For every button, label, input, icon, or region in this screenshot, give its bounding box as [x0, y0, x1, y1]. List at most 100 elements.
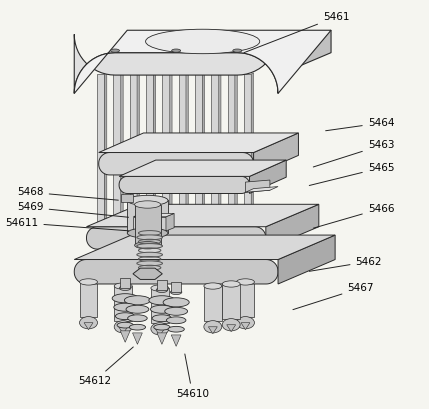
Polygon shape — [151, 288, 169, 323]
Polygon shape — [74, 235, 335, 260]
Text: 5462: 5462 — [309, 256, 382, 271]
Ellipse shape — [151, 305, 173, 313]
Polygon shape — [133, 217, 166, 231]
Text: 5468: 5468 — [17, 187, 118, 200]
Ellipse shape — [120, 285, 131, 290]
Text: 5464: 5464 — [326, 118, 394, 131]
Ellipse shape — [112, 294, 138, 303]
Ellipse shape — [124, 296, 151, 305]
Ellipse shape — [135, 201, 161, 208]
Ellipse shape — [127, 228, 168, 238]
Polygon shape — [186, 73, 188, 278]
Polygon shape — [120, 331, 130, 342]
Polygon shape — [127, 200, 168, 233]
Polygon shape — [251, 73, 254, 278]
Polygon shape — [204, 286, 222, 321]
Polygon shape — [227, 74, 235, 278]
Ellipse shape — [114, 283, 132, 289]
Polygon shape — [119, 176, 250, 193]
Polygon shape — [245, 187, 278, 192]
Ellipse shape — [151, 285, 169, 291]
Polygon shape — [135, 204, 161, 245]
Ellipse shape — [115, 313, 135, 319]
Polygon shape — [119, 327, 128, 334]
Ellipse shape — [156, 288, 168, 292]
Ellipse shape — [163, 298, 189, 307]
Ellipse shape — [137, 261, 163, 266]
Polygon shape — [84, 323, 93, 330]
Ellipse shape — [236, 317, 254, 329]
Ellipse shape — [172, 49, 181, 52]
Polygon shape — [157, 280, 167, 290]
Ellipse shape — [222, 281, 240, 287]
Text: 54611: 54611 — [5, 218, 129, 231]
Polygon shape — [146, 74, 153, 278]
Polygon shape — [266, 204, 319, 249]
Ellipse shape — [135, 242, 161, 249]
Polygon shape — [79, 282, 97, 317]
Polygon shape — [178, 74, 186, 278]
Ellipse shape — [222, 319, 240, 331]
Polygon shape — [171, 282, 181, 292]
Polygon shape — [171, 335, 181, 346]
Polygon shape — [121, 194, 133, 202]
Ellipse shape — [145, 29, 260, 54]
Polygon shape — [244, 74, 251, 278]
Polygon shape — [218, 73, 221, 278]
Ellipse shape — [137, 244, 163, 249]
Polygon shape — [211, 74, 218, 278]
Ellipse shape — [114, 303, 136, 311]
Polygon shape — [245, 180, 270, 192]
Polygon shape — [74, 30, 331, 93]
Polygon shape — [250, 160, 286, 193]
Polygon shape — [222, 284, 240, 319]
Ellipse shape — [114, 321, 132, 333]
Polygon shape — [166, 213, 174, 231]
Text: 5465: 5465 — [309, 163, 394, 186]
Polygon shape — [254, 133, 299, 175]
Polygon shape — [169, 73, 172, 278]
Polygon shape — [208, 327, 218, 334]
Polygon shape — [99, 133, 299, 153]
Ellipse shape — [165, 307, 187, 315]
Ellipse shape — [137, 235, 163, 240]
Polygon shape — [74, 260, 278, 284]
Polygon shape — [119, 160, 286, 176]
Polygon shape — [133, 213, 174, 217]
Polygon shape — [137, 73, 139, 278]
Text: 5467: 5467 — [293, 283, 374, 310]
Polygon shape — [104, 73, 107, 278]
Ellipse shape — [168, 326, 184, 332]
Polygon shape — [155, 329, 164, 336]
Ellipse shape — [204, 283, 222, 289]
Polygon shape — [195, 74, 202, 278]
Polygon shape — [87, 204, 319, 227]
Ellipse shape — [170, 290, 182, 294]
Ellipse shape — [79, 279, 97, 285]
Ellipse shape — [111, 49, 120, 52]
Polygon shape — [241, 323, 250, 330]
Text: 5466: 5466 — [313, 204, 394, 228]
Ellipse shape — [204, 321, 222, 333]
Polygon shape — [278, 235, 335, 284]
Polygon shape — [87, 227, 266, 249]
Polygon shape — [153, 73, 156, 278]
Ellipse shape — [151, 323, 169, 335]
Polygon shape — [120, 278, 130, 288]
Polygon shape — [99, 153, 254, 175]
Ellipse shape — [129, 324, 145, 330]
Text: 54612: 54612 — [78, 347, 133, 386]
Polygon shape — [236, 282, 254, 317]
Polygon shape — [133, 333, 142, 344]
Polygon shape — [130, 74, 137, 278]
Polygon shape — [227, 325, 236, 332]
Ellipse shape — [152, 315, 172, 321]
Polygon shape — [113, 74, 121, 278]
Text: 5469: 5469 — [17, 202, 129, 217]
Ellipse shape — [127, 196, 168, 205]
Ellipse shape — [233, 49, 242, 52]
Polygon shape — [114, 286, 132, 321]
Ellipse shape — [154, 324, 170, 330]
Ellipse shape — [126, 305, 149, 313]
Ellipse shape — [166, 317, 186, 324]
